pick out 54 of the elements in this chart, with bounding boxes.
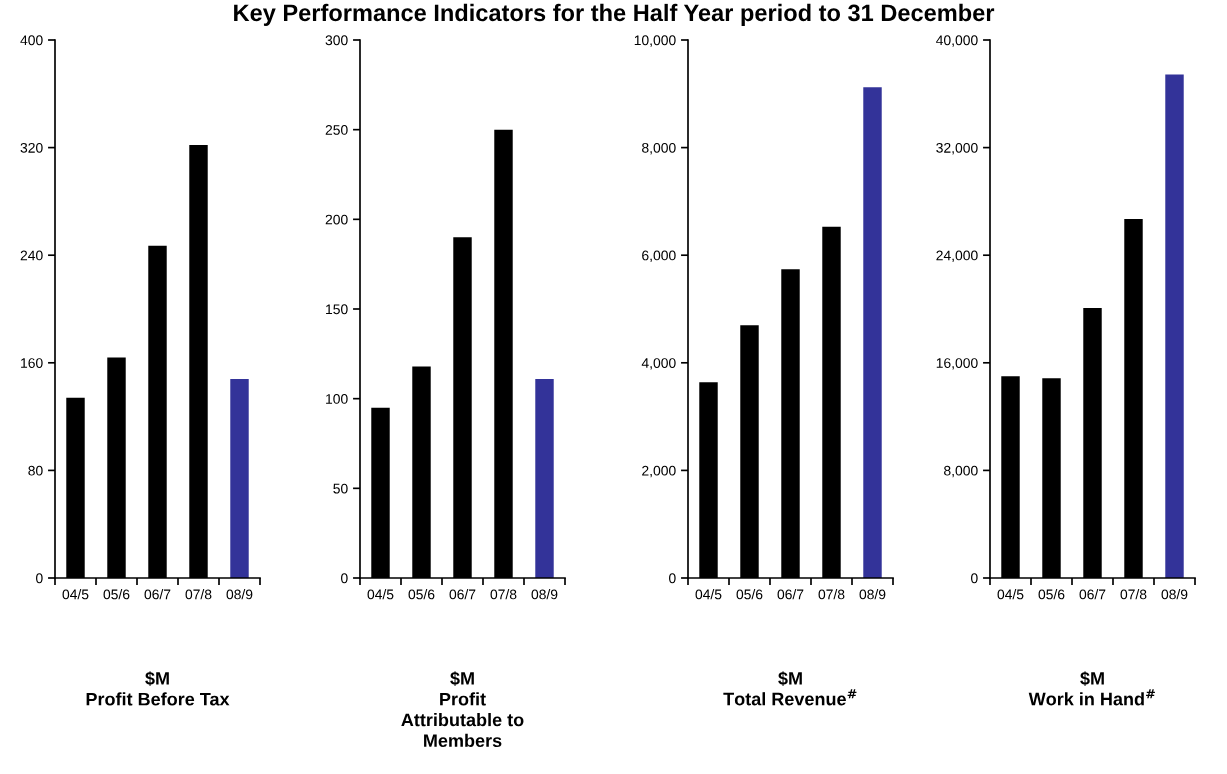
- x-tick-label: 06/7: [449, 589, 476, 600]
- bar: [535, 378, 554, 578]
- x-axis-title: $M Profit Before Tax: [86, 671, 230, 706]
- y-tick-label: 50: [333, 483, 348, 494]
- y-tick-label: 2,000: [642, 465, 676, 478]
- y-tick-label: 160: [21, 358, 43, 368]
- x-tick-label: 08/9: [859, 589, 886, 600]
- x-tick-label: 05/6: [408, 589, 435, 600]
- x-tick-label: 05/6: [736, 589, 763, 600]
- y-tick-label: 10,000: [634, 35, 676, 47]
- y-tick-label: 8,000: [642, 142, 676, 155]
- x-tick-label: 08/9: [1161, 589, 1188, 600]
- y-tick-label: 200: [325, 214, 348, 225]
- x-tick-label: 04/5: [62, 589, 89, 600]
- y-tick-label: 0: [341, 573, 348, 584]
- x-tick-label: 08/9: [531, 589, 558, 600]
- y-tick-label: 6,000: [642, 250, 676, 263]
- x-tick-label: 07/8: [490, 589, 517, 600]
- x-axis-title: $M Total Revenue$^{#}$: [723, 671, 857, 706]
- x-tick-label: 07/8: [818, 589, 845, 600]
- x-tick-label: 05/6: [1038, 589, 1065, 600]
- y-tick-label: 0: [971, 573, 978, 584]
- x-tick-label: 04/5: [367, 589, 394, 600]
- x-axis-title: $M Profit Attributable to Members: [401, 671, 524, 748]
- x-tick-label: 07/8: [1120, 589, 1147, 600]
- y-tick-label: 320: [20, 142, 43, 153]
- x-tick-label: 07/8: [185, 589, 212, 600]
- y-tick-label: 240: [20, 250, 43, 261]
- y-tick-label: 4,000: [641, 358, 676, 370]
- y-tick-label: 32,000: [936, 142, 978, 155]
- x-tick-label: 04/5: [695, 589, 722, 600]
- y-tick-label: 300: [325, 35, 348, 46]
- y-tick-label: 8,000: [944, 465, 978, 478]
- y-tick-label: 150: [326, 304, 348, 315]
- bar: [1165, 74, 1184, 578]
- y-tick-label: 400: [20, 35, 43, 46]
- x-tick-label: 05/6: [103, 589, 130, 600]
- y-tick-label: 100: [326, 394, 348, 404]
- x-axis-title: $M Work in Hand$^{#}$: [1028, 671, 1155, 706]
- y-tick-label: 0: [669, 573, 676, 584]
- y-tick-label: 0: [36, 573, 43, 584]
- y-tick-label: 40,000: [936, 35, 978, 47]
- bar: [230, 378, 249, 578]
- y-tick-label: 16,000: [936, 358, 978, 370]
- x-tick-label: 04/5: [997, 589, 1024, 600]
- y-tick-label: 250: [325, 125, 348, 135]
- text: Key Performance Indicators for the Half Year period to 31 December: [234, 3, 995, 26]
- x-tick-label: 06/7: [777, 589, 804, 600]
- y-tick-label: 24,000: [936, 250, 978, 263]
- x-tick-label: 06/7: [1079, 589, 1106, 600]
- y-tick-label: 80: [28, 465, 43, 476]
- bar: [863, 87, 882, 578]
- x-tick-label: 06/7: [144, 589, 171, 600]
- x-tick-label: 08/9: [226, 589, 253, 600]
